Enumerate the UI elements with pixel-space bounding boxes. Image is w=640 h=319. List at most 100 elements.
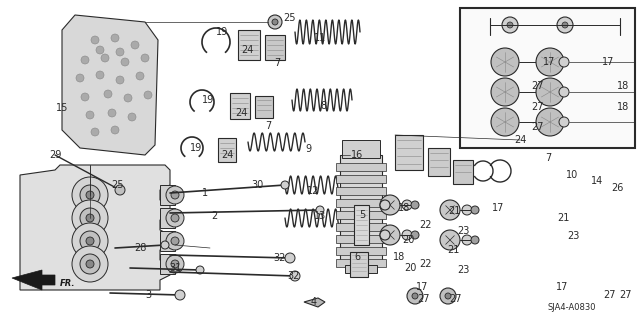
Circle shape [471,206,479,214]
Circle shape [166,209,184,227]
Circle shape [402,200,412,210]
Text: 25: 25 [112,180,124,190]
Text: 25: 25 [283,13,295,23]
Circle shape [491,108,519,136]
Circle shape [81,56,89,64]
Text: 30: 30 [251,180,263,190]
Bar [336,175,386,183]
Text: 29: 29 [49,150,61,160]
Circle shape [72,177,108,213]
Circle shape [115,185,125,195]
Circle shape [272,19,278,25]
Circle shape [268,15,282,29]
Text: 23: 23 [457,226,469,236]
Text: 6: 6 [354,252,360,262]
Circle shape [86,111,94,119]
Circle shape [491,78,519,106]
Text: 24: 24 [514,135,526,145]
Circle shape [81,93,89,101]
Text: 3: 3 [145,290,151,300]
Text: 17: 17 [543,57,555,67]
Text: FR.: FR. [60,278,76,287]
Circle shape [171,237,179,245]
Circle shape [507,22,513,28]
Circle shape [411,231,419,239]
Circle shape [285,253,295,263]
Text: 18: 18 [393,252,405,262]
Text: 20: 20 [404,263,416,273]
Circle shape [536,48,564,76]
Circle shape [491,48,519,76]
Circle shape [86,260,94,268]
Text: 17: 17 [602,57,614,67]
Circle shape [462,235,472,245]
Circle shape [166,186,184,204]
Bar [460,8,635,148]
Text: 15: 15 [56,103,68,113]
Circle shape [86,237,94,245]
Circle shape [559,117,569,127]
Circle shape [402,230,412,240]
Bar [336,163,386,171]
Polygon shape [304,298,325,307]
Text: 24: 24 [235,108,247,118]
Circle shape [290,271,300,281]
Text: 7: 7 [265,121,271,131]
Circle shape [440,200,460,220]
Circle shape [72,246,108,282]
Bar [336,247,386,255]
Bar [230,93,250,119]
Circle shape [440,230,460,250]
Text: 7: 7 [545,153,551,163]
Text: 27: 27 [531,122,543,132]
Circle shape [161,241,169,249]
Text: 31: 31 [169,263,181,273]
Bar [453,160,473,184]
Text: 27: 27 [531,81,543,91]
Circle shape [96,71,104,79]
Circle shape [536,78,564,106]
Text: 19: 19 [202,95,214,105]
Text: 23: 23 [457,265,469,275]
Circle shape [86,214,94,222]
Text: 32: 32 [288,271,300,281]
Circle shape [412,293,418,299]
Bar [336,259,386,267]
Text: 22: 22 [419,220,431,230]
Circle shape [445,293,451,299]
Text: 21: 21 [447,245,459,255]
Text: 16: 16 [351,150,363,160]
Circle shape [116,76,124,84]
Circle shape [121,58,129,66]
Circle shape [72,200,108,236]
Text: 7: 7 [274,58,280,68]
Bar [395,135,423,170]
Text: 28: 28 [134,243,146,253]
Circle shape [91,36,99,44]
Circle shape [108,109,116,117]
Circle shape [411,201,419,209]
Text: SJA4-A0830: SJA4-A0830 [548,302,596,311]
Bar [342,140,380,158]
Circle shape [166,232,184,250]
Circle shape [116,48,124,56]
Circle shape [91,128,99,136]
Text: 21: 21 [448,206,460,216]
Circle shape [131,41,139,49]
Text: 22: 22 [419,259,431,269]
Text: 19: 19 [216,27,228,37]
Text: 27: 27 [449,294,461,304]
Bar [354,205,369,245]
Bar [428,148,450,176]
Text: 18: 18 [617,102,629,112]
Text: 24: 24 [221,150,233,160]
Text: 17: 17 [492,203,504,213]
Circle shape [136,72,144,80]
Polygon shape [62,15,158,155]
Text: 24: 24 [241,45,253,55]
Bar [160,254,175,274]
Circle shape [559,87,569,97]
Circle shape [124,94,132,102]
Circle shape [502,17,518,33]
Circle shape [380,230,390,240]
